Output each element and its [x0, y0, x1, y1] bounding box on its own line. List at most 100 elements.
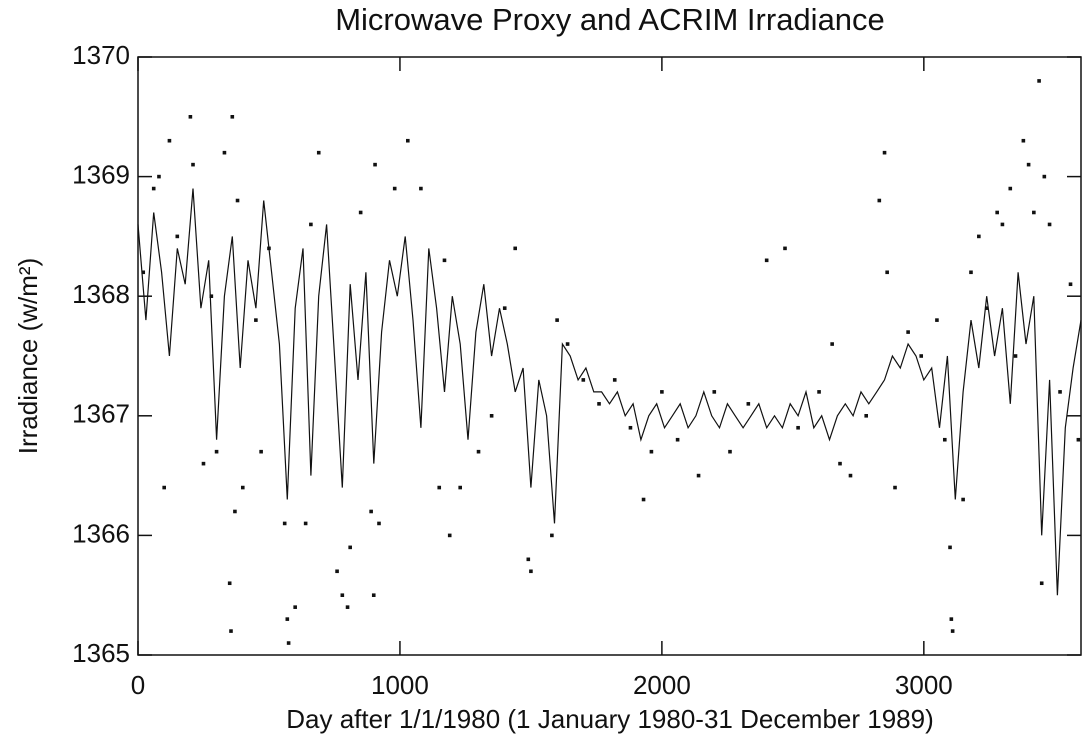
data-point: [188, 115, 193, 119]
data-point: [796, 425, 800, 430]
data-point: [550, 533, 554, 538]
x-tick-label: 3000: [895, 670, 953, 700]
data-point: [392, 186, 397, 191]
data-point: [893, 485, 897, 490]
data-point: [267, 246, 271, 251]
data-point: [316, 150, 321, 155]
data-point: [995, 210, 999, 215]
data-point: [348, 545, 352, 550]
data-point: [447, 533, 452, 538]
data-point: [437, 485, 442, 490]
data-point: [358, 210, 363, 215]
data-point: [369, 509, 373, 514]
y-tick-label: 1370: [72, 40, 130, 70]
data-point: [1068, 282, 1073, 287]
data-point: [373, 162, 377, 167]
data-point: [201, 461, 206, 466]
data-point: [660, 390, 664, 394]
data-point: [442, 258, 447, 263]
data-point: [1058, 390, 1062, 394]
data-point: [209, 294, 214, 298]
data-point: [877, 198, 882, 203]
data-point: [529, 569, 533, 574]
data-point: [746, 402, 751, 406]
data-point: [167, 138, 172, 143]
data-point: [969, 270, 973, 275]
x-tick-label: 2000: [633, 670, 691, 700]
x-tick-label: 1000: [371, 670, 429, 700]
data-point: [1013, 354, 1018, 358]
data-point: [977, 234, 981, 239]
data-point: [227, 581, 232, 586]
data-point: [406, 138, 410, 143]
data-point: [949, 617, 954, 621]
data-point: [340, 593, 345, 597]
data-point: [565, 342, 570, 346]
data-point: [696, 473, 701, 478]
x-axis-label: Day after 1/1/1980 (1 January 1980-31 De…: [286, 704, 934, 734]
data-point: [848, 473, 853, 478]
data-point: [935, 318, 939, 322]
data-point: [489, 414, 494, 418]
data-point: [1026, 162, 1031, 167]
data-point: [335, 569, 339, 574]
data-point: [214, 449, 219, 454]
data-point: [885, 270, 889, 275]
irradiance-line: [137, 188, 1082, 596]
data-point: [728, 449, 732, 454]
y-tick-label: 1366: [72, 518, 130, 548]
data-point: [345, 605, 350, 609]
data-point: [764, 258, 769, 263]
data-point: [240, 485, 245, 490]
data-point: [282, 521, 287, 526]
data-point: [293, 605, 297, 609]
data-point: [961, 497, 965, 502]
data-point: [612, 378, 617, 382]
data-point: [230, 115, 235, 119]
data-point: [712, 390, 717, 394]
data-point: [222, 150, 227, 155]
plot-frame: [137, 56, 1082, 656]
data-point: [162, 485, 166, 490]
data-point: [948, 545, 952, 550]
chart-title: Microwave Proxy and ACRIM Irradiance: [335, 2, 885, 37]
data-point: [229, 629, 233, 633]
data-point: [458, 485, 462, 490]
y-axis-label: Irradiance (w/m²): [13, 258, 43, 454]
data-point: [783, 246, 787, 251]
data-point: [371, 593, 376, 597]
data-point: [1021, 138, 1026, 143]
data-point: [1047, 222, 1052, 227]
data-point: [942, 437, 947, 442]
data-point: [1032, 210, 1036, 215]
data-point: [303, 521, 308, 526]
data-point: [864, 414, 869, 418]
y-tick-label: 1369: [72, 159, 130, 189]
data-point: [309, 222, 313, 227]
data-point: [476, 449, 481, 454]
data-point: [581, 378, 586, 382]
data-point: [1042, 174, 1047, 179]
data-point: [513, 246, 517, 251]
y-tick-label: 1367: [72, 399, 130, 429]
data-point: [555, 318, 559, 322]
data-point: [919, 354, 924, 358]
data-point: [285, 617, 290, 621]
data-point: [597, 402, 601, 406]
data-point: [1000, 222, 1005, 227]
x-tick-label: 0: [131, 670, 145, 700]
data-point: [151, 186, 156, 191]
y-tick-label: 1365: [72, 638, 130, 668]
data-point: [191, 162, 195, 167]
data-point: [175, 234, 180, 239]
data-point: [649, 449, 654, 454]
data-point: [817, 390, 821, 394]
data-point: [233, 509, 237, 514]
data-point: [286, 641, 291, 645]
data-point: [1037, 79, 1041, 83]
data-point: [675, 437, 680, 442]
data-point: [882, 150, 887, 155]
data-point: [1039, 581, 1044, 586]
data-point: [950, 629, 955, 633]
